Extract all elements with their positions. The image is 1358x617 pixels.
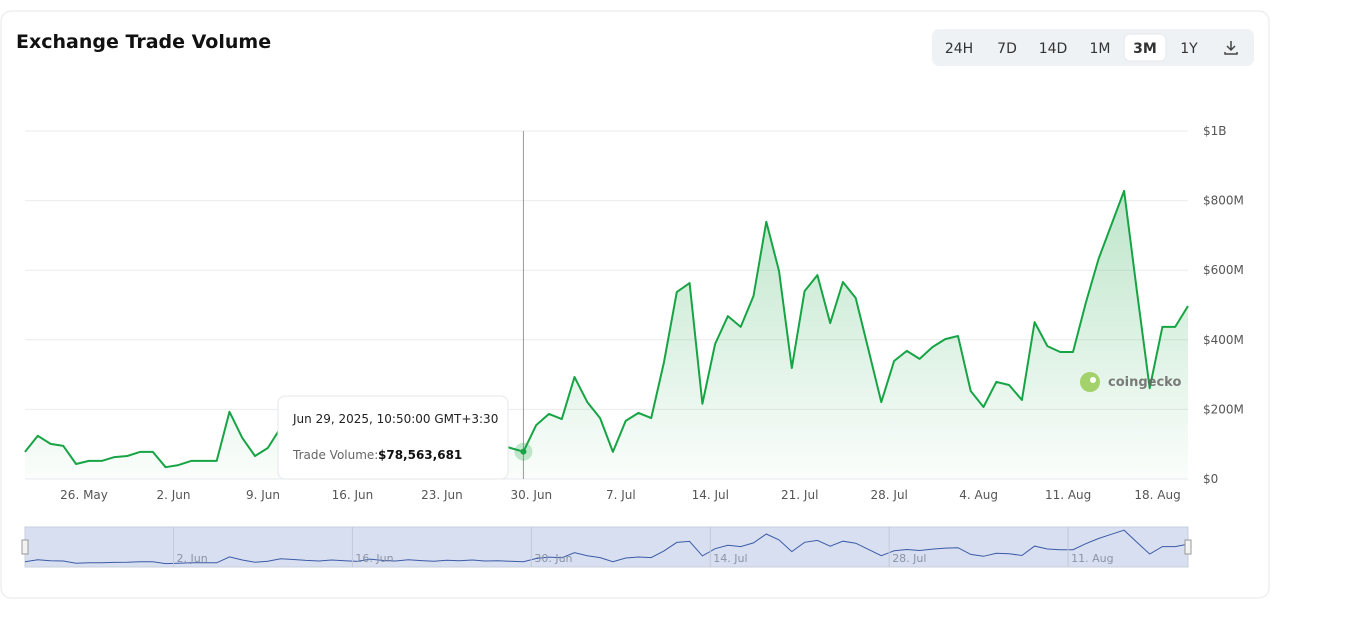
navigator-label: 16. Jun bbox=[355, 552, 393, 565]
x-tick-label: 23. Jun bbox=[421, 488, 463, 502]
range-button[interactable]: 3M bbox=[1133, 41, 1157, 57]
x-tick-label: 7. Jul bbox=[606, 488, 636, 502]
x-tick-label: 11. Aug bbox=[1045, 488, 1091, 502]
y-tick-label: $200M bbox=[1203, 402, 1244, 416]
x-tick-label: 2. Jun bbox=[156, 488, 190, 502]
navigator-label: 28. Jul bbox=[892, 552, 926, 565]
card-border bbox=[0, 10, 1270, 599]
range-button[interactable]: 1Y bbox=[1180, 41, 1198, 57]
range-button[interactable]: 14D bbox=[1039, 41, 1068, 57]
hover-point bbox=[520, 448, 527, 455]
x-tick-label: 28. Jul bbox=[871, 488, 908, 502]
navigator bbox=[24, 526, 1189, 568]
x-tick-label: 21. Jul bbox=[781, 488, 818, 502]
navigator-label: 11. Aug bbox=[1071, 552, 1113, 565]
navigator-handle[interactable] bbox=[1184, 539, 1192, 555]
range-button[interactable]: 1M bbox=[1090, 41, 1111, 57]
x-tick-label: 4. Aug bbox=[959, 488, 998, 502]
y-tick-label: $1B bbox=[1203, 124, 1227, 138]
range-selector bbox=[932, 29, 1254, 66]
chart-title: Exchange Trade Volume bbox=[16, 31, 271, 53]
navigator-handle[interactable] bbox=[21, 539, 29, 555]
download-button[interactable] bbox=[1224, 41, 1238, 55]
y-tick-label: $600M bbox=[1203, 263, 1244, 277]
y-tick-label: $400M bbox=[1203, 333, 1244, 347]
x-tick-label: 30. Jun bbox=[511, 488, 553, 502]
range-button[interactable]: 7D bbox=[997, 41, 1017, 57]
navigator-line bbox=[24, 529, 1189, 565]
line bbox=[24, 189, 1189, 469]
x-tick-label: 9. Jun bbox=[246, 488, 280, 502]
x-tick-label: 18. Aug bbox=[1134, 488, 1180, 502]
tooltip-label: Trade Volume: bbox=[292, 448, 378, 462]
y-tick-label: $800M bbox=[1203, 194, 1244, 208]
x-tick-label: 16. Jun bbox=[332, 488, 374, 502]
range-button-active[interactable] bbox=[1123, 33, 1167, 62]
range-button[interactable]: 24H bbox=[945, 41, 973, 57]
navigator-label: 2. Jun bbox=[177, 552, 208, 565]
area bbox=[25, 190, 1188, 479]
navigator-label: 30. Jun bbox=[534, 552, 572, 565]
tooltip-value: $78,563,681 bbox=[378, 448, 462, 462]
tooltip bbox=[277, 395, 509, 480]
tooltip-title: Jun 29, 2025, 10:50:00 GMT+3:30 bbox=[292, 412, 498, 426]
x-tick-label: 26. May bbox=[60, 488, 108, 502]
navigator-label: 14. Jul bbox=[713, 552, 747, 565]
watermark: coingecko bbox=[1080, 372, 1181, 392]
watermark-text: coingecko bbox=[1108, 375, 1181, 390]
x-tick-label: 14. Jul bbox=[692, 488, 729, 502]
y-tick-label: $0 bbox=[1203, 472, 1218, 486]
